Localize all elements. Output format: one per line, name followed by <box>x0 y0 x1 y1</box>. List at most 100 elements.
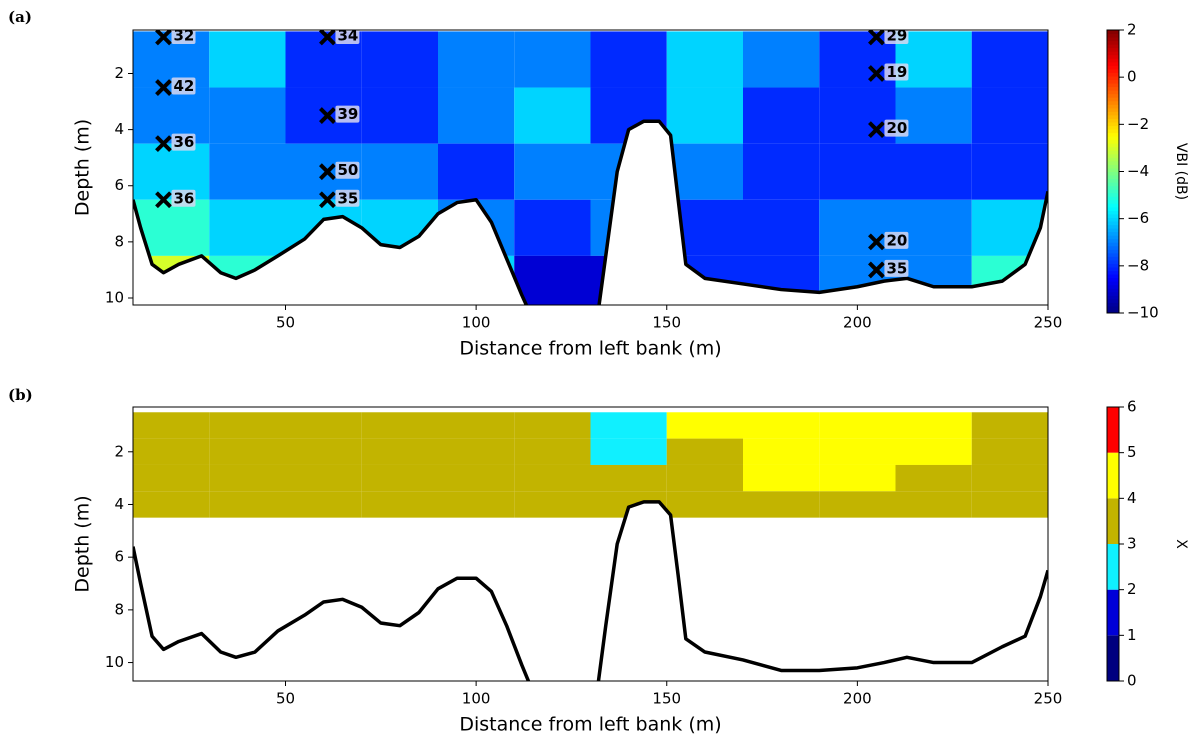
colorbar-step <box>1107 298 1119 303</box>
heatmap-cell <box>743 464 820 492</box>
y-tick-label: 4 <box>114 120 124 138</box>
colorbar-tick-label: −8 <box>1127 256 1149 274</box>
x-tick-label: 150 <box>652 314 681 332</box>
heatmap-cell <box>590 464 667 492</box>
heatmap-cell <box>438 143 515 200</box>
colorbar-tick-label: −6 <box>1127 209 1149 227</box>
marker-x <box>155 191 172 209</box>
heatmap-cell <box>895 143 972 200</box>
colorbar-step <box>1107 54 1119 59</box>
marker-label-bg <box>171 133 196 151</box>
marker-label: 29 <box>886 27 907 45</box>
colorbar-step <box>1107 295 1119 300</box>
colorbar-tick-label: 0 <box>1127 68 1137 86</box>
heatmap-cell <box>819 412 896 439</box>
colorbar-step <box>1107 309 1119 314</box>
heatmap-cell <box>361 412 438 439</box>
marker-label-bg <box>884 119 909 137</box>
colorbar-step <box>1107 171 1119 176</box>
colorbar-step <box>1107 203 1119 208</box>
y-tick-label: 6 <box>114 548 124 566</box>
colorbar-step <box>1107 143 1119 148</box>
marker-label: 39 <box>337 105 358 123</box>
heatmap-cell <box>514 199 591 256</box>
marker-label-bg <box>335 30 360 45</box>
marker-label: 20 <box>886 119 907 137</box>
marker-label: 35 <box>886 259 907 277</box>
marker-x <box>319 191 336 209</box>
marker: 50 <box>319 161 360 181</box>
colorbar-step <box>1107 97 1119 102</box>
colorbar-step <box>1107 150 1119 155</box>
x-tick-label: 50 <box>276 690 295 708</box>
colorbar-step <box>1107 199 1119 204</box>
heatmap-cell <box>361 438 438 465</box>
colorbar-step <box>1107 182 1119 187</box>
heatmap-cell <box>666 438 743 465</box>
colorbar-step <box>1107 224 1119 229</box>
bed-line <box>133 500 1048 681</box>
heatmap-cell <box>743 87 820 144</box>
colorbar-step <box>1107 277 1119 282</box>
heatmap-cell <box>285 412 362 439</box>
colorbar-tick-label: 3 <box>1127 535 1137 553</box>
colorbar-step <box>1107 164 1119 169</box>
heatmap-cell <box>361 143 438 200</box>
marker-label-bg <box>335 161 360 179</box>
colorbar-step <box>1107 83 1119 88</box>
colorbar-step <box>1107 79 1119 84</box>
bed-line <box>133 119 1048 305</box>
heatmap-cell <box>514 143 591 200</box>
colorbar-step <box>1107 231 1119 236</box>
marker-label: 35 <box>337 189 358 207</box>
marker: 36 <box>155 133 196 153</box>
colorbar-tick-label: 2 <box>1127 580 1137 598</box>
heatmap-cell <box>590 412 667 439</box>
colorbar-label: VBI (dB) <box>1173 143 1189 200</box>
colorbar-step <box>1107 75 1119 81</box>
colorbar-step <box>1107 93 1119 98</box>
heatmap-cell <box>666 412 743 439</box>
colorbar-step <box>1107 37 1119 42</box>
heatmap-cell <box>514 87 591 144</box>
colorbar-tick-label: 2 <box>1127 21 1137 39</box>
heatmap-cell <box>133 87 210 144</box>
x-axis-label: Distance from left bank (m) <box>459 714 721 736</box>
colorbar-tick-label: 6 <box>1127 398 1137 416</box>
colorbar-step <box>1107 249 1119 254</box>
colorbar-step <box>1107 245 1119 250</box>
colorbar-step <box>1107 281 1119 286</box>
marker: 35 <box>868 259 909 279</box>
marker-label: 34 <box>337 27 358 45</box>
heatmap-cell <box>666 464 743 492</box>
colorbar-tick-label: −2 <box>1127 115 1149 133</box>
colorbar-step <box>1107 40 1119 45</box>
marker-x <box>155 79 172 96</box>
colorbar-tick-label: 4 <box>1127 489 1137 507</box>
heatmap-cell <box>666 491 743 518</box>
colorbar-tick-label: 0 <box>1127 672 1137 690</box>
colorbar-step <box>1107 160 1119 165</box>
marker: 34 <box>319 27 360 46</box>
colorbar-step <box>1107 139 1119 144</box>
colorbar-step <box>1107 178 1119 183</box>
colorbar-step <box>1107 274 1119 279</box>
heatmap-cell <box>438 491 515 518</box>
x-tick-label: 50 <box>276 314 295 332</box>
heatmap-cell <box>514 464 591 492</box>
heatmap-cell <box>895 412 972 439</box>
x-axis-label: Distance from left bank (m) <box>459 338 721 360</box>
heatmap-cell <box>666 143 743 200</box>
heatmap-cell <box>743 412 820 439</box>
marker: 20 <box>868 231 909 251</box>
y-tick-label: 8 <box>114 232 124 250</box>
colorbar-tick-label: −4 <box>1127 162 1149 180</box>
marker-x <box>155 30 172 46</box>
colorbar-step <box>1107 267 1119 272</box>
colorbar-step <box>1107 635 1119 681</box>
colorbar-step <box>1107 47 1119 52</box>
heatmap-cell <box>743 143 820 200</box>
panel-label: (b) <box>8 386 33 404</box>
colorbar-step <box>1107 238 1119 243</box>
